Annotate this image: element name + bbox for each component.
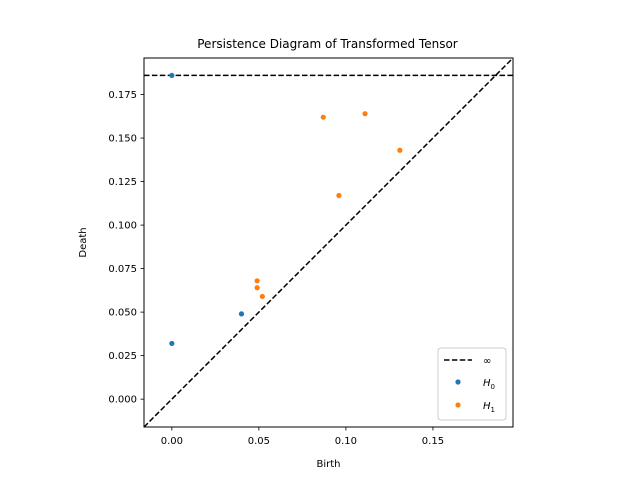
point-h0 <box>238 311 245 317</box>
point-h0 <box>169 340 175 347</box>
legend: ∞ H0 H1 <box>437 347 507 421</box>
legend-h0-marker <box>455 379 461 385</box>
plot-frame <box>143 57 514 428</box>
point-h0 <box>169 72 175 79</box>
axis-ticks: 0.00 0.05 0.10 0.15 0.000 0.025 0.050 0.075 0.10… <box>108 90 444 447</box>
y-tick-label: 0.100 <box>108 221 137 232</box>
y-axis-label: Death <box>78 227 89 257</box>
legend-h0-label: H0 <box>483 378 495 391</box>
point-h1 <box>397 147 403 153</box>
legend-h1-marker <box>455 402 461 408</box>
x-tick-label: 0.05 <box>248 436 270 447</box>
x-tick-label: 0.00 <box>161 436 183 447</box>
diagonal-line <box>144 58 513 427</box>
point-h1 <box>259 293 265 300</box>
plot-content <box>144 58 513 427</box>
point-h1 <box>336 192 342 199</box>
legend-box <box>437 347 507 421</box>
legend-infinity-label: ∞ <box>483 356 491 367</box>
y-tick-label: 0.175 <box>108 90 137 101</box>
legend-h1-label: H1 <box>483 401 495 414</box>
y-tick-label: 0.025 <box>108 351 137 362</box>
point-h1 <box>254 285 260 291</box>
y-tick-label: 0.050 <box>108 308 137 319</box>
y-tick-label: 0.000 <box>108 395 137 406</box>
x-axis-label: Birth <box>316 459 340 470</box>
y-tick-label: 0.125 <box>108 177 137 188</box>
point-h1 <box>362 111 368 117</box>
x-tick-label: 0.15 <box>422 436 444 447</box>
point-h1 <box>254 278 260 284</box>
y-tick-label: 0.075 <box>108 264 137 275</box>
y-tick-label: 0.150 <box>108 134 137 145</box>
chart-title: Persistence Diagram of Transformed Tenso… <box>197 37 458 51</box>
point-h1 <box>320 114 326 120</box>
x-tick-label: 0.10 <box>335 436 357 447</box>
